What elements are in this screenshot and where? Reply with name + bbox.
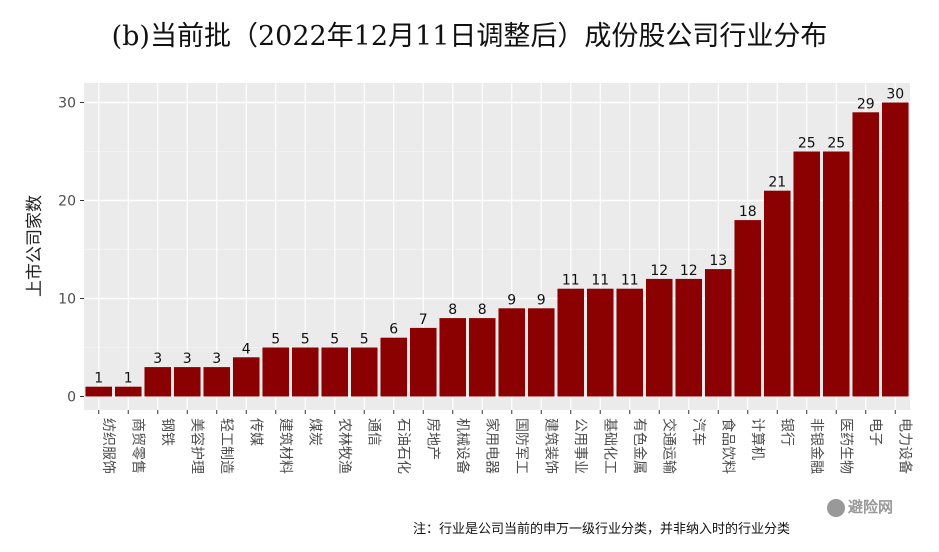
category-label: 食品饮料 xyxy=(719,418,736,474)
data-label: 5 xyxy=(330,332,339,348)
bar xyxy=(409,327,437,397)
bar xyxy=(527,308,555,397)
bar xyxy=(586,288,614,397)
data-label: 12 xyxy=(650,263,668,279)
category-label: 煤炭 xyxy=(306,418,322,446)
bar xyxy=(85,386,113,397)
data-label: 18 xyxy=(739,204,757,220)
data-label: 6 xyxy=(389,322,398,338)
bar xyxy=(321,347,349,397)
bar xyxy=(734,220,762,397)
category-label: 国防军工 xyxy=(513,418,529,474)
data-label: 5 xyxy=(360,332,369,348)
data-label: 5 xyxy=(301,332,310,348)
data-label: 25 xyxy=(827,136,845,152)
bar xyxy=(439,318,467,397)
data-label: 9 xyxy=(507,292,516,308)
bar xyxy=(675,278,703,397)
category-label: 房地产 xyxy=(424,418,440,460)
bar xyxy=(468,318,496,397)
bar xyxy=(645,278,673,397)
data-label: 25 xyxy=(798,136,816,152)
data-label: 21 xyxy=(768,175,786,191)
data-label: 8 xyxy=(478,302,487,318)
category-label: 电力设备 xyxy=(896,418,913,474)
category-label: 家用电器 xyxy=(483,418,500,474)
data-label: 12 xyxy=(680,263,698,279)
bar xyxy=(557,288,585,397)
category-label: 电子 xyxy=(867,418,883,446)
category-label: 医药生物 xyxy=(837,418,853,474)
category-label: 交通运输 xyxy=(660,418,677,474)
category-label: 农林牧渔 xyxy=(336,418,352,474)
y-tick-label: 30 xyxy=(58,96,76,112)
bar xyxy=(793,151,821,397)
category-label: 有色金属 xyxy=(631,418,648,474)
data-label: 29 xyxy=(857,96,875,112)
category-label: 机械设备 xyxy=(454,418,471,474)
watermark: 避险网 xyxy=(827,496,893,517)
category-label: 美容护理 xyxy=(188,418,205,474)
bar xyxy=(262,347,290,397)
category-label: 计算机 xyxy=(749,418,765,460)
bar xyxy=(114,386,142,397)
bar xyxy=(380,337,408,397)
y-tick-label: 0 xyxy=(67,390,76,406)
category-label: 商贸零售 xyxy=(129,418,145,474)
category-label: 非银金融 xyxy=(808,418,824,474)
category-label: 公用事业 xyxy=(572,418,588,474)
bar xyxy=(704,269,732,397)
category-label: 石油石化 xyxy=(395,418,411,474)
data-label: 30 xyxy=(886,87,904,103)
y-tick-label: 10 xyxy=(58,292,76,308)
footnote: 注：行业是公司当前的申万一级行业分类，并非纳入时的行业分类 xyxy=(413,522,791,537)
chart-title: (b)当前批（2022年12月11日调整后）成份股公司行业分布 xyxy=(111,21,828,52)
data-label: 9 xyxy=(537,292,546,308)
bar xyxy=(498,308,526,397)
bar xyxy=(881,102,909,397)
category-label: 汽车 xyxy=(690,418,707,446)
category-label: 通信 xyxy=(365,418,381,446)
bar xyxy=(852,112,880,397)
data-label: 4 xyxy=(242,341,251,357)
watermark-text: 避险网 xyxy=(848,498,894,516)
category-label: 基础化工 xyxy=(601,418,618,474)
category-label: 纺织服饰 xyxy=(100,418,116,474)
category-label: 建筑装饰 xyxy=(542,418,558,474)
data-label: 3 xyxy=(183,351,192,367)
data-label: 3 xyxy=(153,351,162,367)
y-axis-title: 上市公司家数 xyxy=(25,195,45,297)
data-label: 5 xyxy=(271,332,280,348)
category-label: 轻工制造 xyxy=(218,418,234,474)
bar xyxy=(822,151,850,397)
bar xyxy=(144,367,172,397)
data-label: 7 xyxy=(419,312,428,328)
data-label: 11 xyxy=(621,273,639,289)
y-tick-label: 20 xyxy=(58,194,76,210)
bar xyxy=(203,367,231,397)
data-label: 11 xyxy=(591,273,609,289)
bar xyxy=(616,288,644,397)
bar xyxy=(232,357,260,397)
data-label: 13 xyxy=(709,253,727,269)
bar xyxy=(291,347,319,397)
data-label: 1 xyxy=(124,371,133,387)
category-label: 建筑材料 xyxy=(277,418,293,474)
bar xyxy=(763,190,791,397)
bar xyxy=(173,367,201,397)
category-label: 钢铁 xyxy=(159,418,175,446)
data-label: 11 xyxy=(562,273,580,289)
data-label: 3 xyxy=(212,351,221,367)
watermark-logo-icon xyxy=(827,498,845,517)
bar xyxy=(350,347,378,397)
category-label: 传媒 xyxy=(247,418,263,446)
data-label: 1 xyxy=(94,371,103,387)
category-label: 银行 xyxy=(778,418,794,446)
data-label: 8 xyxy=(448,302,457,318)
